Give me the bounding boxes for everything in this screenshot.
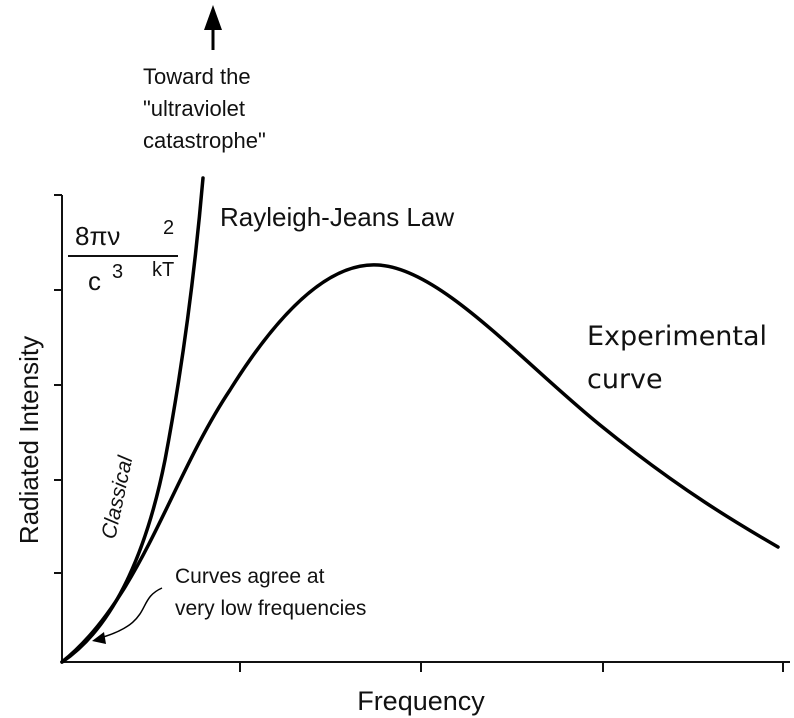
x-axis-label: Frequency (357, 686, 485, 716)
classical-label: Classical (97, 453, 137, 541)
agree-note: Curves agree at (175, 565, 325, 588)
uv-arrowhead (204, 5, 222, 30)
formula-denominator: c (88, 266, 101, 296)
x-ticks (239, 662, 784, 672)
experimental-label: Experimental (587, 321, 767, 352)
formula-numerator: 8πν (75, 221, 120, 251)
y-ticks (54, 194, 62, 574)
uv-note: "ultraviolet (143, 96, 245, 121)
agree-note: very low frequencies (175, 597, 366, 620)
y-axis-label: Radiated Intensity (14, 336, 44, 544)
formula-exponent: 3 (112, 261, 123, 283)
rayleigh-jeans-label: Rayleigh-Jeans Law (220, 202, 454, 232)
agree-arrowhead (92, 632, 106, 644)
uv-note: catastrophe" (143, 128, 266, 153)
experimental-curve (60, 263, 780, 664)
agree-arrow (99, 587, 163, 639)
experimental-label: curve (587, 364, 663, 395)
uv-note: Toward the (143, 64, 251, 89)
axes (54, 194, 790, 672)
formula-exponent: 2 (163, 217, 174, 239)
formula-factor: kT (152, 259, 174, 281)
